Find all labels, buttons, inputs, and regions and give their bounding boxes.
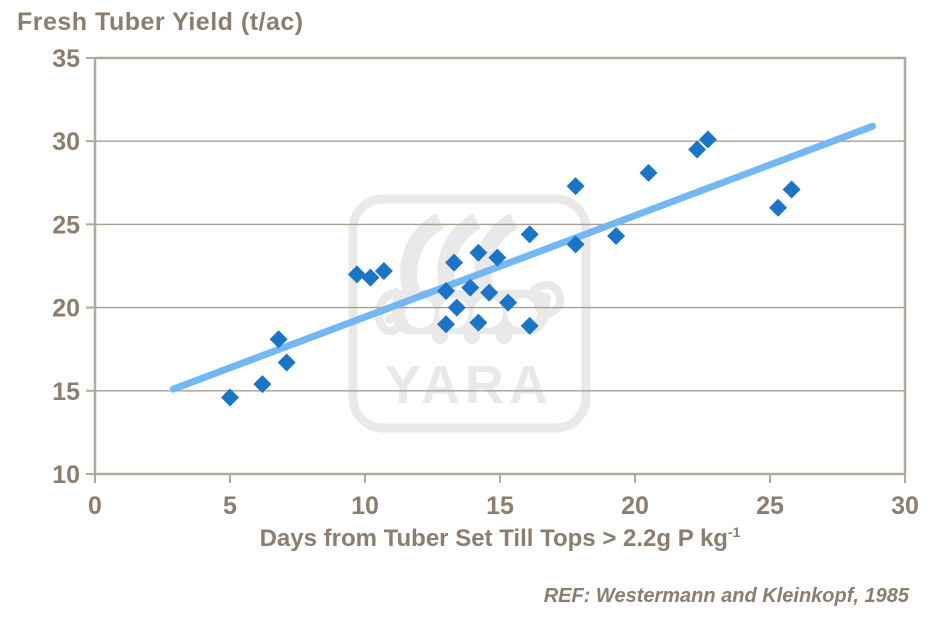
data-point-diamond: [253, 375, 272, 394]
x-tick-label: 0: [88, 492, 102, 520]
data-point-diamond: [769, 198, 788, 217]
data-point-diamond: [347, 265, 366, 284]
data-point-diamond: [447, 298, 466, 317]
data-point-diamond: [566, 235, 585, 254]
x-axis-title-text: Days from Tuber Set Till Tops > 2.2g P k…: [259, 525, 728, 552]
data-point-diamond: [566, 177, 585, 196]
x-axis-title: Days from Tuber Set Till Tops > 2.2g P k…: [95, 524, 905, 553]
data-point-diamond: [277, 353, 296, 372]
y-tick-label: 35: [52, 45, 80, 73]
y-tick-label: 10: [52, 461, 80, 489]
data-point-diamond: [361, 268, 380, 287]
data-point-diamond: [520, 225, 539, 244]
data-point-diamond: [437, 315, 455, 334]
y-tick-label: 30: [52, 128, 80, 156]
data-point-diamond: [698, 130, 717, 149]
yara-watermark: YARA: [348, 194, 591, 433]
trend-line: [169, 122, 877, 393]
x-axis-title-superscript: -1: [727, 524, 741, 540]
chart-title: Fresh Tuber Yield (t/ac): [17, 8, 304, 36]
data-point-diamond: [461, 278, 480, 297]
data-point-diamond: [488, 248, 507, 267]
data-point-diamond: [520, 316, 539, 335]
data-point-diamond: [469, 243, 488, 262]
x-tick-label: 20: [621, 492, 649, 520]
y-tick-label: 25: [52, 211, 80, 239]
data-point-diamond: [469, 313, 488, 332]
data-point-diamond: [445, 253, 464, 272]
y-tick-label: 20: [52, 295, 80, 323]
x-tick-label: 30: [891, 492, 919, 520]
y-tick-label: 15: [52, 378, 80, 406]
data-point-diamond: [607, 227, 626, 246]
data-point-diamond: [374, 261, 393, 280]
data-point-diamond: [480, 283, 499, 302]
x-tick-label: 15: [486, 492, 514, 520]
x-tick-label: 10: [351, 492, 379, 520]
watermark-text: YARA: [385, 355, 553, 415]
reference-citation: REF: Westermann and Kleinkopf, 1985: [543, 585, 909, 607]
x-tick-label: 25: [756, 492, 784, 520]
data-point-diamond: [437, 281, 455, 300]
data-point-diamond: [221, 388, 239, 407]
data-point-diamond: [639, 163, 658, 182]
x-tick-label: 5: [223, 492, 237, 520]
data-point-diamond: [688, 140, 707, 159]
watermark-frame: [348, 194, 591, 433]
data-point-diamond: [499, 293, 518, 312]
data-point-diamond: [782, 180, 801, 199]
data-point-diamond: [269, 330, 288, 349]
